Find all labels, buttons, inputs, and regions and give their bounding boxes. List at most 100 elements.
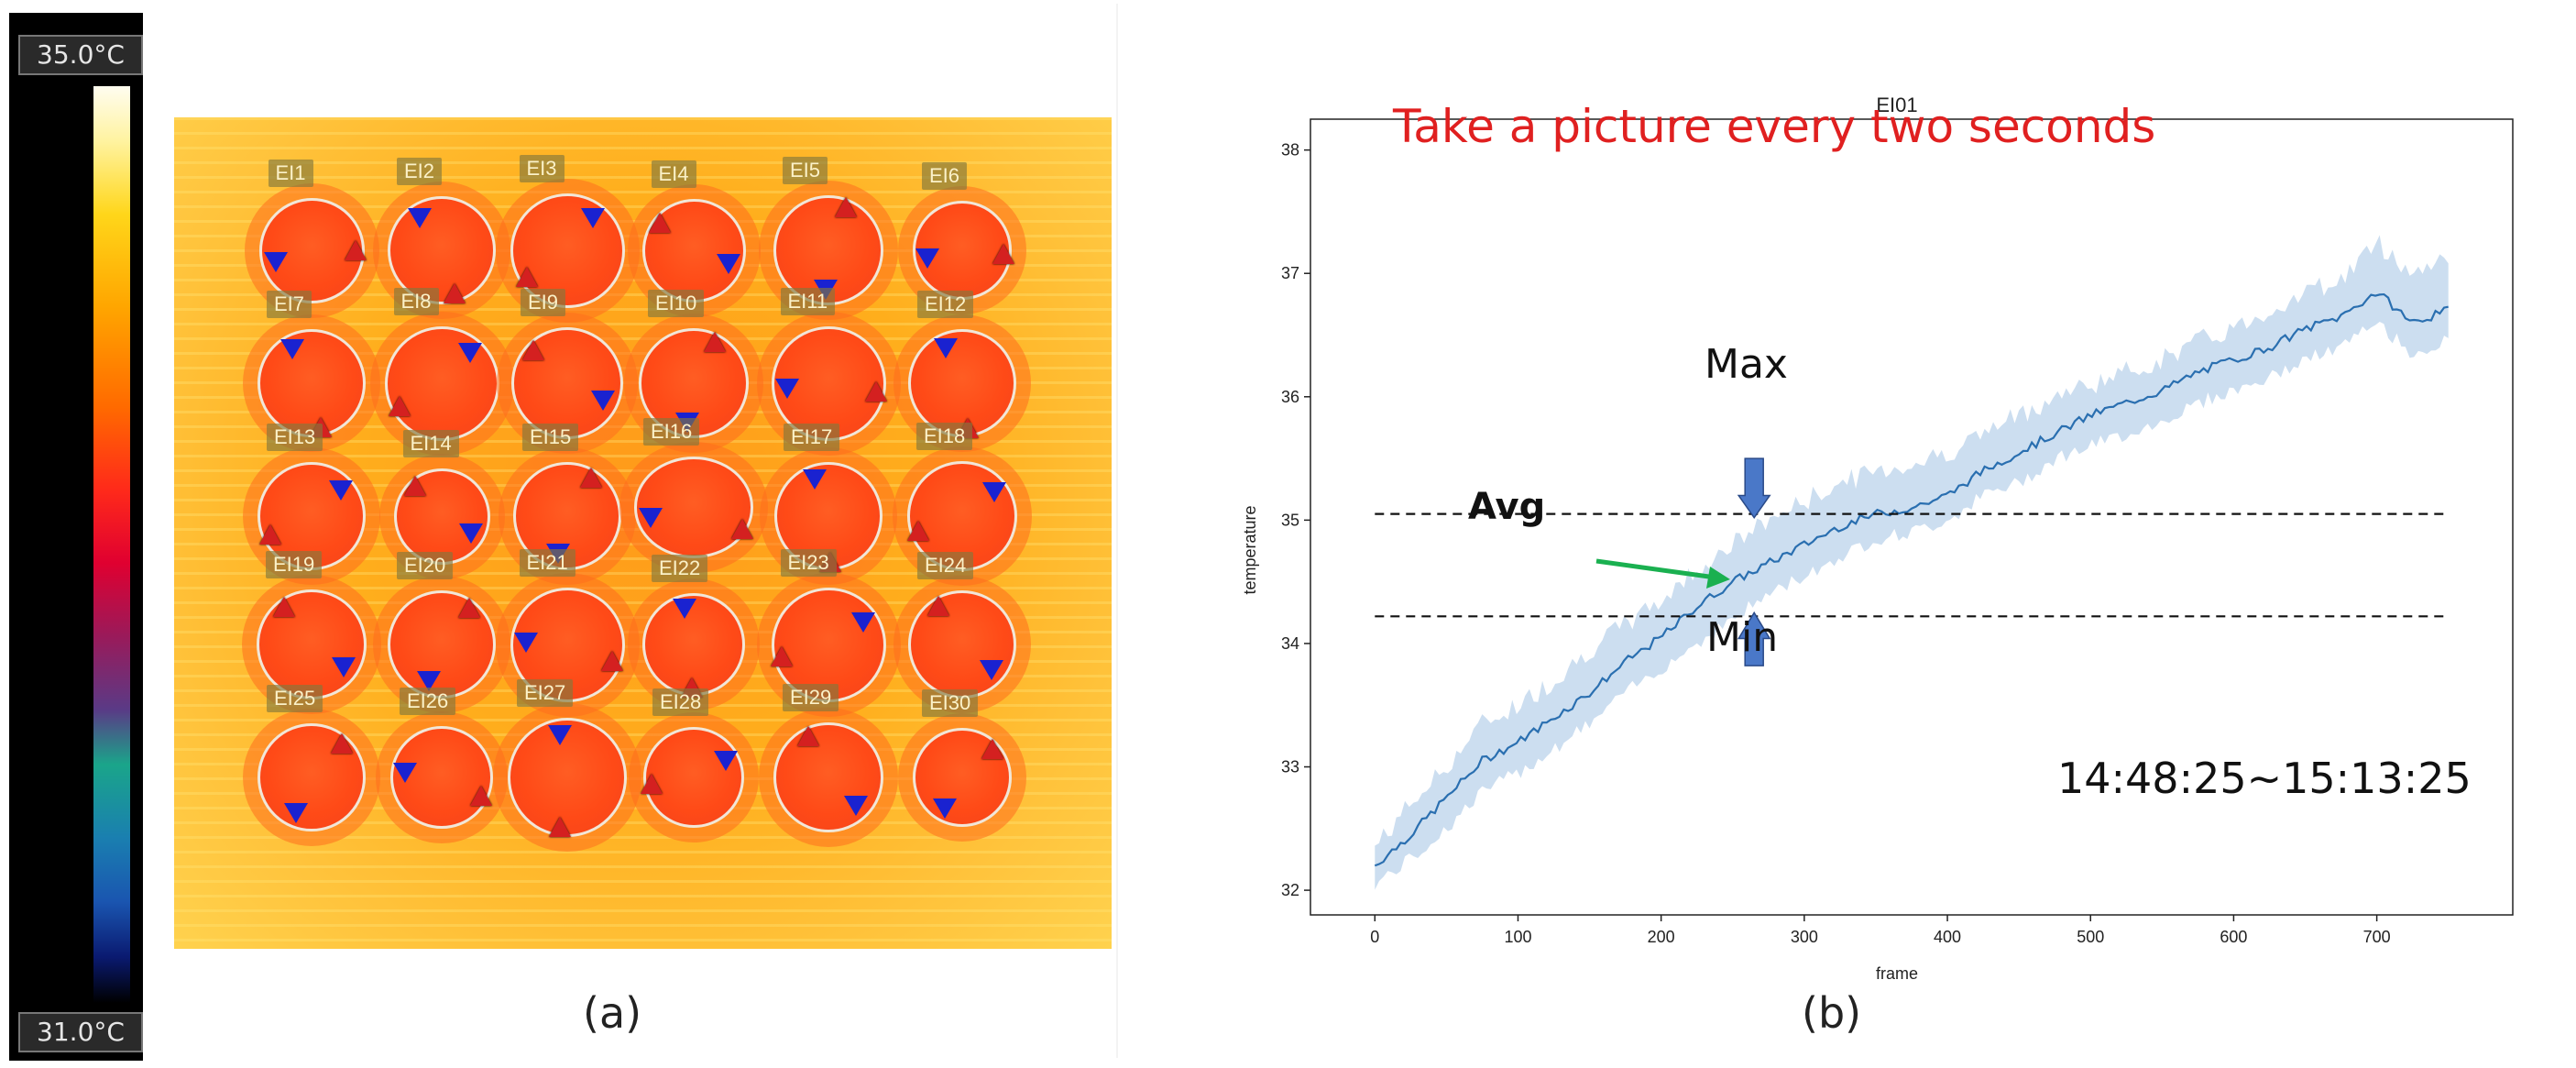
x-tick-label: 0 — [1370, 928, 1379, 946]
max-marker-icon — [522, 340, 545, 361]
y-tick-label: 33 — [1281, 758, 1299, 776]
max-marker-icon — [469, 785, 492, 806]
temperature-chart: 0 100 200 300 400 500 600 700 32 33 34 35 36 37 38 EI0… — [1241, 94, 2514, 981]
well-label: EI26 — [400, 688, 456, 715]
capture-interval-annotation: Take a picture every two seconds — [1392, 100, 2155, 153]
max-marker-icon — [444, 283, 466, 304]
max-marker-icon — [907, 521, 930, 542]
well-ei8 — [384, 325, 499, 441]
well-label: EI23 — [780, 548, 837, 577]
well-label: EI28 — [652, 688, 709, 716]
well-label: EI9 — [521, 289, 566, 316]
min-marker-icon — [547, 724, 572, 745]
well-label: EI5 — [783, 157, 828, 184]
max-marker-icon — [549, 817, 572, 838]
min-marker-icon — [915, 248, 940, 269]
min-marker-icon — [280, 339, 304, 360]
y-tick-label: 34 — [1281, 634, 1299, 653]
well-label: EI24 — [917, 552, 974, 579]
well-ei23 — [771, 587, 886, 702]
min-label: Min — [1706, 614, 1778, 661]
avg-arrow-icon — [1595, 558, 1716, 580]
panel-b-caption: (b) — [1802, 988, 1862, 1038]
well-ei12 — [908, 329, 1016, 437]
x-tick-label: 500 — [2077, 928, 2104, 946]
color-gradient — [93, 86, 130, 1003]
max-marker-icon — [641, 774, 663, 795]
max-marker-icon — [580, 467, 603, 488]
min-marker-icon — [639, 508, 663, 529]
max-marker-icon — [649, 213, 672, 234]
max-marker-icon — [516, 267, 539, 288]
min-marker-icon — [775, 379, 800, 400]
well-label: EI15 — [522, 424, 579, 451]
chart-title: EI01 — [1876, 94, 1917, 116]
well-label: EI25 — [267, 685, 323, 712]
min-marker-icon — [407, 208, 432, 229]
min-max-band — [1375, 235, 2449, 890]
max-label: Max — [1705, 341, 1788, 388]
min-marker-icon — [716, 253, 740, 274]
well-label: EI18 — [916, 423, 973, 450]
well-label: EI19 — [266, 551, 323, 578]
min-marker-icon — [851, 612, 876, 633]
well-label: EI2 — [397, 158, 443, 185]
y-tick-label: 36 — [1281, 388, 1299, 406]
well-ei2 — [388, 196, 496, 304]
max-marker-icon — [864, 381, 887, 402]
max-marker-icon — [992, 243, 1015, 264]
x-tick-label: 100 — [1504, 928, 1531, 946]
max-marker-icon — [703, 332, 726, 353]
well-label: EI21 — [519, 548, 575, 577]
x-tick-label: 700 — [2363, 928, 2391, 946]
well-label: EI29 — [783, 684, 839, 711]
well-ei16 — [634, 457, 753, 558]
scale-min-label: 31.0°C — [18, 1012, 143, 1052]
x-axis-label: frame — [1876, 964, 1918, 981]
x-tick-label: 300 — [1791, 928, 1818, 946]
well-label: EI16 — [643, 418, 700, 446]
min-marker-icon — [803, 469, 828, 490]
min-marker-icon — [331, 657, 356, 678]
well-label: EI13 — [267, 424, 323, 451]
max-marker-icon — [601, 650, 624, 671]
avg-arrowhead-icon — [1706, 567, 1730, 589]
well-label: EI27 — [517, 679, 574, 707]
x-tick-label: 600 — [2220, 928, 2247, 946]
well-label: EI6 — [922, 162, 968, 190]
max-marker-icon — [796, 725, 819, 746]
min-arrow-icon — [1737, 611, 1771, 666]
max-marker-icon — [258, 524, 281, 545]
y-tick-label: 38 — [1281, 141, 1299, 160]
well-ei30 — [913, 728, 1012, 827]
y-tick-label: 37 — [1281, 264, 1299, 282]
min-marker-icon — [933, 798, 958, 819]
max-marker-icon — [834, 197, 857, 218]
well-label: EI12 — [917, 291, 974, 318]
y-axis-label: temperature — [1241, 505, 1259, 594]
max-marker-icon — [981, 739, 1004, 760]
max-marker-icon — [331, 733, 354, 754]
max-arrow-icon — [1737, 457, 1771, 519]
panel-a-caption: (a) — [583, 988, 642, 1038]
min-marker-icon — [591, 391, 616, 412]
min-marker-icon — [459, 523, 484, 545]
x-tick-label: 200 — [1648, 928, 1675, 946]
max-marker-icon — [404, 475, 427, 496]
well-label: EI1 — [268, 159, 313, 187]
well-label: EI30 — [922, 689, 979, 717]
min-marker-icon — [981, 482, 1006, 502]
max-marker-icon — [927, 595, 950, 616]
well-label: EI20 — [397, 552, 454, 579]
max-marker-icon — [345, 240, 367, 260]
well-label: EI17 — [784, 424, 840, 451]
min-marker-icon — [580, 207, 605, 228]
max-marker-icon — [730, 519, 753, 540]
well-label: EI22 — [652, 555, 708, 582]
max-marker-icon — [273, 597, 296, 618]
well-label: EI3 — [519, 154, 565, 182]
max-marker-icon — [389, 396, 411, 417]
min-marker-icon — [417, 671, 442, 692]
min-marker-icon — [392, 763, 417, 784]
well-label: EI4 — [651, 160, 696, 188]
